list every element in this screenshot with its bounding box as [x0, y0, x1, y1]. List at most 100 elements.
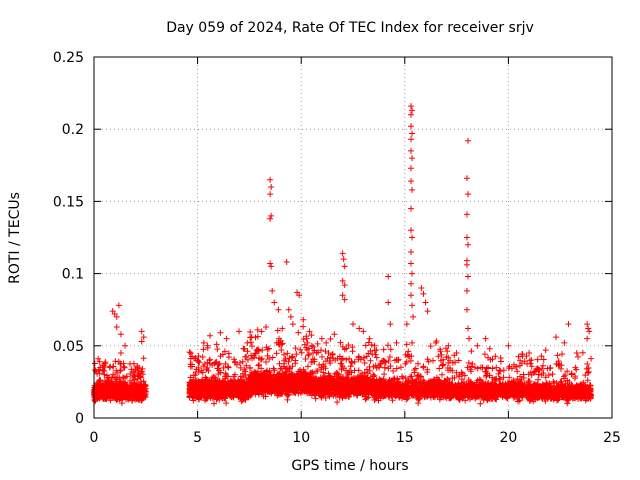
- data-point: [117, 395, 124, 402]
- data-point: [258, 355, 265, 362]
- data-point: [212, 359, 219, 366]
- data-point: [124, 395, 131, 402]
- data-point: [298, 349, 305, 356]
- data-point: [394, 357, 401, 364]
- data-point: [140, 378, 147, 385]
- data-point: [265, 345, 272, 352]
- data-point: [199, 353, 206, 360]
- data-point: [114, 369, 121, 376]
- data-point: [204, 364, 211, 371]
- data-point: [196, 359, 203, 366]
- data-point: [100, 362, 107, 369]
- data-point: [384, 342, 391, 349]
- data-point: [110, 371, 117, 378]
- data-point: [128, 390, 135, 397]
- data-point: [248, 343, 255, 350]
- data-point: [295, 329, 302, 336]
- data-point: [117, 367, 124, 374]
- data-point: [100, 367, 107, 374]
- data-point: [302, 356, 309, 363]
- data-point: [130, 374, 137, 381]
- data-point: [266, 355, 273, 362]
- data-point: [259, 347, 266, 354]
- data-point: [409, 339, 416, 346]
- data-point: [139, 393, 146, 400]
- data-point: [95, 367, 102, 374]
- data-point: [187, 350, 194, 357]
- data-point: [439, 362, 446, 369]
- data-point: [247, 339, 254, 346]
- data-point: [225, 364, 232, 371]
- data-point: [292, 360, 299, 367]
- data-point: [136, 386, 143, 393]
- data-point: [264, 352, 271, 359]
- data-point: [380, 346, 387, 353]
- data-point: [102, 359, 109, 366]
- data-point: [248, 334, 255, 341]
- data-point: [387, 346, 394, 353]
- data-point: [135, 364, 142, 371]
- data-point: [107, 363, 114, 370]
- data-point: [397, 364, 404, 371]
- data-point: [117, 379, 124, 386]
- data-point: [93, 382, 100, 389]
- data-point: [347, 363, 354, 370]
- data-point: [102, 394, 109, 401]
- data-point: [323, 339, 330, 346]
- data-point: [427, 343, 434, 350]
- data-point: [128, 366, 135, 373]
- data-point: [414, 372, 421, 379]
- data-point: [255, 362, 262, 369]
- data-point: [106, 364, 113, 371]
- data-point: [408, 373, 415, 380]
- data-points: [91, 103, 595, 407]
- data-point: [381, 371, 388, 378]
- grid-lines: [94, 57, 612, 418]
- data-point: [405, 348, 412, 355]
- data-point: [314, 340, 321, 347]
- data-point: [140, 355, 147, 362]
- data-point: [284, 396, 291, 403]
- data-point: [318, 353, 325, 360]
- data-point: [203, 366, 210, 373]
- data-point: [367, 357, 374, 364]
- data-point: [123, 393, 130, 400]
- data-point: [278, 346, 285, 353]
- data-point: [136, 395, 143, 402]
- data-point: [213, 341, 220, 348]
- data-point: [327, 335, 334, 342]
- data-point: [474, 365, 481, 372]
- data-point: [361, 360, 368, 367]
- data-point: [195, 358, 202, 365]
- data-point: [96, 388, 103, 395]
- data-point: [112, 358, 119, 365]
- data-point: [96, 377, 103, 384]
- data-point: [120, 363, 127, 370]
- data-point: [223, 400, 230, 407]
- data-point: [113, 380, 120, 387]
- data-point: [348, 359, 355, 366]
- data-point: [373, 354, 380, 361]
- data-point: [116, 374, 123, 381]
- data-point: [139, 385, 146, 392]
- data-point: [127, 384, 134, 391]
- data-point: [120, 375, 127, 382]
- data-point: [247, 329, 254, 336]
- data-point: [281, 351, 288, 358]
- data-point: [137, 381, 144, 388]
- data-point: [135, 370, 142, 377]
- data-point: [243, 362, 250, 369]
- data-point: [514, 368, 521, 375]
- data-point: [247, 334, 254, 341]
- data-point: [112, 389, 119, 396]
- data-point: [343, 356, 350, 363]
- data-point: [130, 360, 137, 367]
- data-point: [300, 323, 307, 330]
- data-point: [439, 371, 446, 378]
- data-point: [107, 379, 114, 386]
- data-point: [436, 365, 443, 372]
- data-point: [127, 370, 134, 377]
- data-point: [109, 390, 116, 397]
- data-point: [125, 396, 132, 403]
